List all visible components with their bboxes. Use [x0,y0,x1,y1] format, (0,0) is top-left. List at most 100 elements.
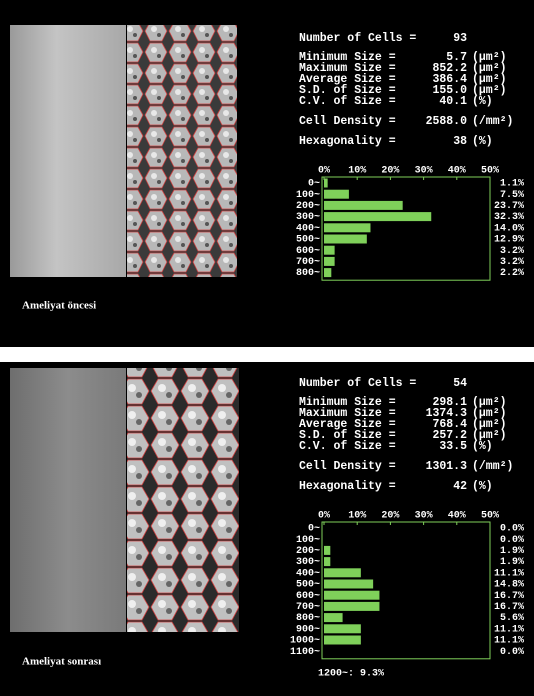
category-label: 600~ [296,246,320,257]
value-label: 16.7% [494,602,524,613]
x-tick-label: 10% [348,511,366,522]
x-tick-label: 40% [448,511,466,522]
x-tick-label: 50% [481,166,499,177]
value-label: 0.0% [500,524,524,535]
value-label: 32.3% [494,212,524,223]
stat-unit: (%) [472,135,493,148]
stat-value: 93 [453,32,467,45]
bar [324,268,331,277]
bar [324,257,335,266]
x-tick-label: 10% [348,166,366,177]
stat-value: 40.1 [439,95,467,108]
value-label: 11.1% [494,624,524,635]
stat-unit: (%) [472,95,493,108]
bar [324,636,361,645]
specular-image [10,25,126,277]
value-label: 1.9% [500,546,524,557]
stat-label: Number of Cells = [299,32,416,45]
screenshot: Ameliyat öncesiNumber of Cells =93Minimu… [0,0,534,696]
x-tick-label: 0% [318,166,330,177]
stat-value: 54 [453,377,467,390]
cell-analysis-image [127,368,239,632]
value-label: 3.2% [500,257,524,268]
category-label: 300~ [296,557,320,568]
value-label: 11.1% [494,568,524,579]
caption: Ameliyat sonrası [22,656,101,668]
category-label: 600~ [296,591,320,602]
category-label: 100~ [296,535,320,546]
stat-label: Hexagonality = [299,135,396,148]
x-tick-label: 50% [481,511,499,522]
bar [324,624,361,633]
category-label: 400~ [296,568,320,579]
value-label: 5.6% [500,613,524,624]
value-label: 16.7% [494,591,524,602]
bar [324,580,373,589]
stat-value: 33.5 [439,440,467,453]
bar [324,201,403,210]
category-label: 900~ [296,624,320,635]
category-label: 500~ [296,235,320,246]
category-label: 200~ [296,546,320,557]
category-label: 200~ [296,201,320,212]
category-label: 1000~ [290,636,320,647]
stat-label: Hexagonality = [299,480,396,493]
value-label: 23.7% [494,201,524,212]
value-label: 1.1% [500,179,524,190]
caption: Ameliyat öncesi [22,300,96,312]
stat-label: C.V. of Size = [299,440,396,453]
category-label: 0~ [308,179,320,190]
value-label: 0.0% [500,647,524,658]
bar [324,212,431,221]
bar [324,235,367,244]
histogram-footer: 1200~: 9.3% [318,668,384,679]
x-tick-label: 30% [415,166,433,177]
bar [324,613,343,622]
bar [324,602,379,611]
stat-label: Cell Density = [299,460,396,473]
value-label: 3.2% [500,246,524,257]
value-label: 14.8% [494,580,524,591]
stat-unit: (%) [472,440,493,453]
category-label: 700~ [296,257,320,268]
value-label: 12.9% [494,235,524,246]
bar [324,179,328,188]
category-label: 400~ [296,223,320,234]
stat-unit: (/mm²) [472,115,513,128]
category-label: 500~ [296,580,320,591]
value-label: 11.1% [494,636,524,647]
category-label: 1100~ [290,647,320,658]
value-label: 1.9% [500,557,524,568]
category-label: 800~ [296,268,320,279]
bar [324,557,330,566]
bar [324,591,379,600]
category-label: 800~ [296,613,320,624]
x-tick-label: 0% [318,511,330,522]
category-label: 0~ [308,524,320,535]
value-label: 2.2% [500,268,524,279]
bar [324,223,370,232]
stat-value: 42 [453,480,467,493]
stat-unit: (%) [472,480,493,493]
x-tick-label: 30% [415,511,433,522]
bar [324,568,361,577]
bar [324,246,335,255]
category-label: 300~ [296,212,320,223]
value-label: 14.0% [494,223,524,234]
value-label: 0.0% [500,535,524,546]
x-tick-label: 20% [381,166,399,177]
stat-value: 1301.3 [426,460,468,473]
category-label: 700~ [296,602,320,613]
stat-label: C.V. of Size = [299,95,396,108]
value-label: 7.5% [500,190,524,201]
specular-image [10,368,126,632]
bar [324,190,349,199]
cell-analysis-image [127,25,237,277]
stat-label: Cell Density = [299,115,396,128]
stat-value: 2588.0 [426,115,468,128]
x-tick-label: 40% [448,166,466,177]
bar [324,546,330,555]
category-label: 100~ [296,190,320,201]
stat-unit: (/mm²) [472,460,513,473]
stat-label: Number of Cells = [299,377,416,390]
